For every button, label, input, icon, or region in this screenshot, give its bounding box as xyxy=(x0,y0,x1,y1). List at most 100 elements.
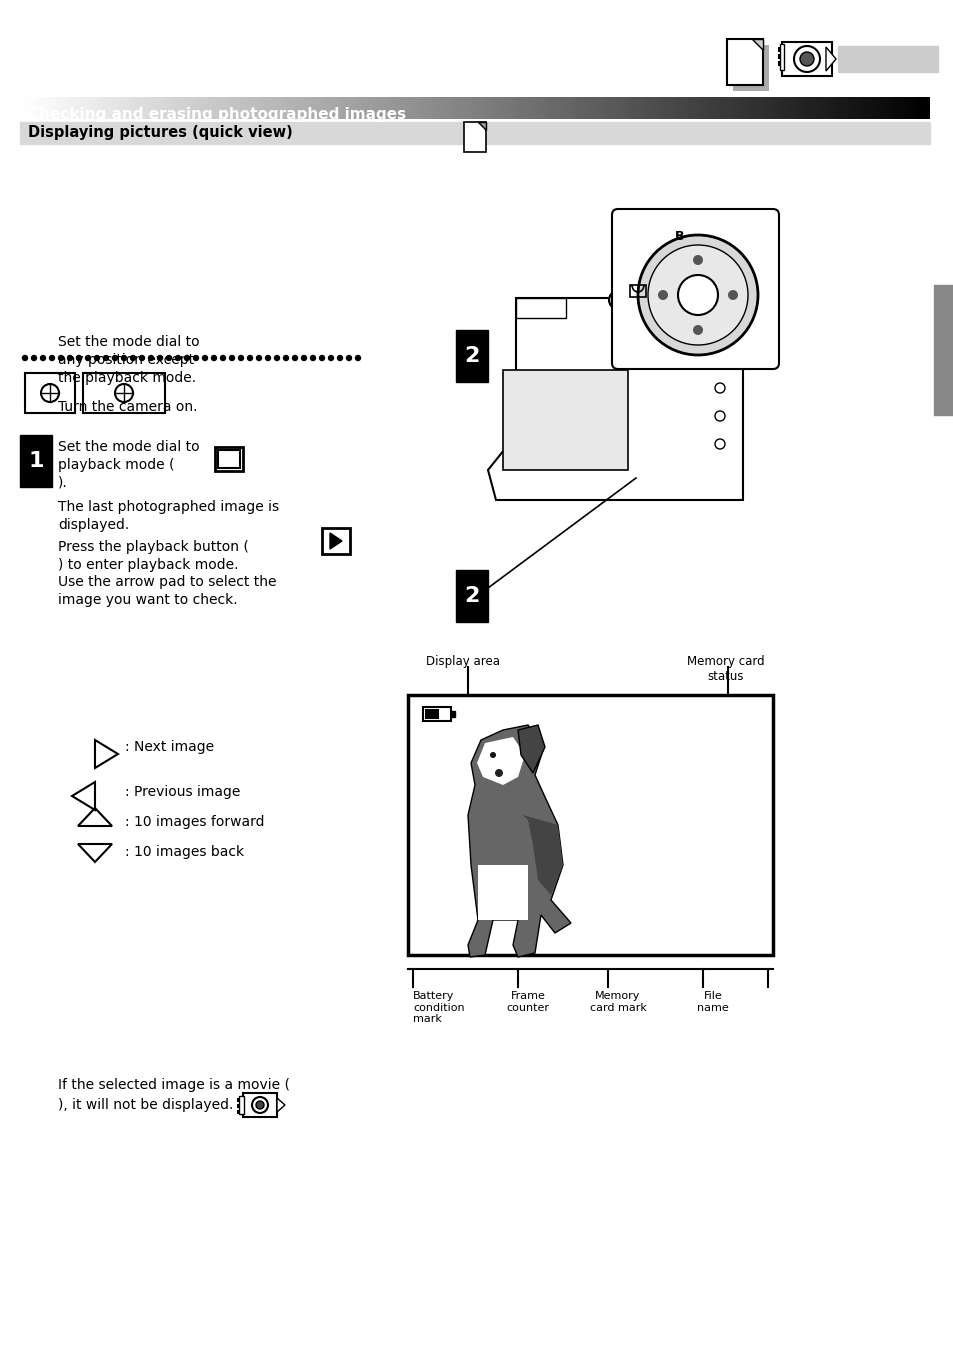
Circle shape xyxy=(202,355,208,361)
Circle shape xyxy=(256,355,261,361)
Text: : Previous image: : Previous image xyxy=(125,785,240,800)
Circle shape xyxy=(678,275,718,315)
Text: The last photographed image is: The last photographed image is xyxy=(58,499,279,514)
Circle shape xyxy=(131,355,135,361)
Polygon shape xyxy=(517,725,544,773)
Bar xyxy=(780,44,783,70)
Text: Memory
card mark: Memory card mark xyxy=(589,991,646,1012)
Text: image you want to check.: image you want to check. xyxy=(58,594,237,607)
Bar xyxy=(781,42,831,75)
Circle shape xyxy=(495,769,502,777)
Circle shape xyxy=(149,355,153,361)
Bar xyxy=(456,569,488,622)
Text: Battery
condition
mark: Battery condition mark xyxy=(413,991,464,1024)
Circle shape xyxy=(184,355,190,361)
Circle shape xyxy=(139,355,144,361)
Polygon shape xyxy=(468,725,571,957)
Circle shape xyxy=(800,52,813,66)
Bar xyxy=(732,44,768,92)
Bar xyxy=(322,528,350,555)
Polygon shape xyxy=(276,1098,285,1112)
Circle shape xyxy=(490,752,496,758)
Polygon shape xyxy=(477,865,527,921)
Circle shape xyxy=(638,288,678,328)
Circle shape xyxy=(647,297,667,318)
Text: Use the arrow pad to select the: Use the arrow pad to select the xyxy=(58,575,276,590)
Text: ), it will not be displayed.: ), it will not be displayed. xyxy=(58,1098,233,1112)
Bar xyxy=(239,1096,244,1114)
Circle shape xyxy=(76,355,81,361)
Circle shape xyxy=(40,355,46,361)
Circle shape xyxy=(608,291,626,310)
Circle shape xyxy=(103,355,109,361)
Polygon shape xyxy=(330,533,341,549)
Circle shape xyxy=(68,355,72,361)
Text: displayed.: displayed. xyxy=(58,518,129,532)
Polygon shape xyxy=(751,39,762,50)
Circle shape xyxy=(319,355,324,361)
Circle shape xyxy=(121,355,127,361)
Bar xyxy=(25,373,75,413)
Circle shape xyxy=(252,1097,268,1113)
Bar xyxy=(422,707,451,721)
Circle shape xyxy=(355,355,360,361)
Bar xyxy=(778,47,781,52)
Circle shape xyxy=(692,254,702,265)
Bar xyxy=(837,46,937,71)
Polygon shape xyxy=(825,47,835,71)
Bar xyxy=(83,373,165,413)
Bar xyxy=(933,285,953,415)
Bar xyxy=(218,450,240,468)
Bar xyxy=(516,297,565,318)
Text: Press the playback button (: Press the playback button ( xyxy=(58,540,249,555)
Circle shape xyxy=(328,355,334,361)
Circle shape xyxy=(50,355,54,361)
Bar xyxy=(451,711,455,717)
Text: B: B xyxy=(675,230,684,244)
Bar xyxy=(725,227,758,256)
Polygon shape xyxy=(476,738,524,785)
Circle shape xyxy=(23,355,28,361)
Circle shape xyxy=(727,289,738,300)
Text: : 10 images back: : 10 images back xyxy=(125,845,244,859)
Text: File
name: File name xyxy=(697,991,728,1012)
Bar xyxy=(424,709,438,719)
Circle shape xyxy=(283,355,288,361)
Text: playback mode (: playback mode ( xyxy=(58,458,174,472)
Text: the playback mode.: the playback mode. xyxy=(58,371,196,385)
Polygon shape xyxy=(522,814,562,895)
Circle shape xyxy=(31,355,36,361)
Text: Set the mode dial to: Set the mode dial to xyxy=(58,440,199,454)
Circle shape xyxy=(212,355,216,361)
Text: 1: 1 xyxy=(29,451,44,471)
Text: Set the mode dial to: Set the mode dial to xyxy=(58,335,199,349)
Circle shape xyxy=(175,355,180,361)
Bar xyxy=(778,54,781,59)
Bar xyxy=(629,285,645,297)
Circle shape xyxy=(274,355,279,361)
FancyBboxPatch shape xyxy=(612,209,779,369)
Circle shape xyxy=(247,355,253,361)
Circle shape xyxy=(647,245,747,345)
Text: Memory card
status: Memory card status xyxy=(686,656,764,682)
Circle shape xyxy=(58,355,64,361)
Circle shape xyxy=(230,355,234,361)
Text: If the selected image is a movie (: If the selected image is a movie ( xyxy=(58,1078,290,1092)
Bar xyxy=(408,695,772,956)
Circle shape xyxy=(220,355,225,361)
Text: 2: 2 xyxy=(464,586,479,606)
Text: Displaying pictures (quick view): Displaying pictures (quick view) xyxy=(28,125,293,140)
Bar xyxy=(243,1093,276,1117)
Circle shape xyxy=(658,289,667,300)
Circle shape xyxy=(193,355,198,361)
Circle shape xyxy=(112,355,117,361)
Circle shape xyxy=(293,355,297,361)
Circle shape xyxy=(638,236,758,355)
Bar xyxy=(729,232,753,252)
Text: 2: 2 xyxy=(464,346,479,366)
Bar xyxy=(463,122,485,152)
Bar xyxy=(778,61,781,66)
Bar xyxy=(236,1110,240,1114)
Bar xyxy=(726,39,762,85)
Circle shape xyxy=(793,46,820,71)
